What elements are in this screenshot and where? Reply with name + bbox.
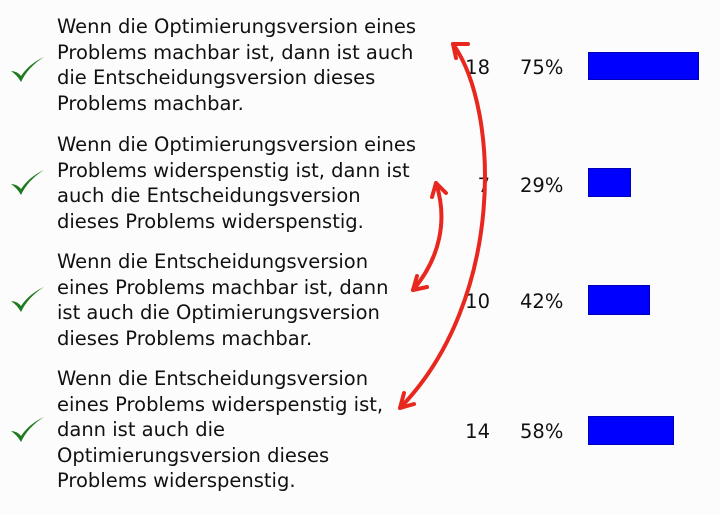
checkmark-icon [11,417,44,442]
answer-percent: 75% [520,56,564,79]
answer-count: 14 [465,420,490,443]
answer-count: 10 [465,290,490,313]
answer-bar [588,52,699,80]
answer-text: Wenn die Optimierungsversion eines Probl… [57,133,417,233]
answer-percent: 42% [520,290,564,313]
answer-text: Wenn die Optimierungsversion eines Probl… [57,15,417,115]
answer-percent: 58% [520,420,564,443]
answer-bar [588,416,674,445]
answer-text: Wenn die Entscheidungsversion eines Prob… [57,250,389,350]
answer-count: 18 [465,56,490,79]
checkmark-icon [11,287,44,312]
answer-percent: 29% [520,174,564,197]
checkmark-icon [11,57,44,82]
answer-bar [588,285,650,315]
answer-text: Wenn die Entscheidungsversion eines Prob… [57,367,384,492]
answer-count: 7 [477,174,490,197]
checkmark-icon [11,170,44,195]
answer-bar [588,168,631,197]
